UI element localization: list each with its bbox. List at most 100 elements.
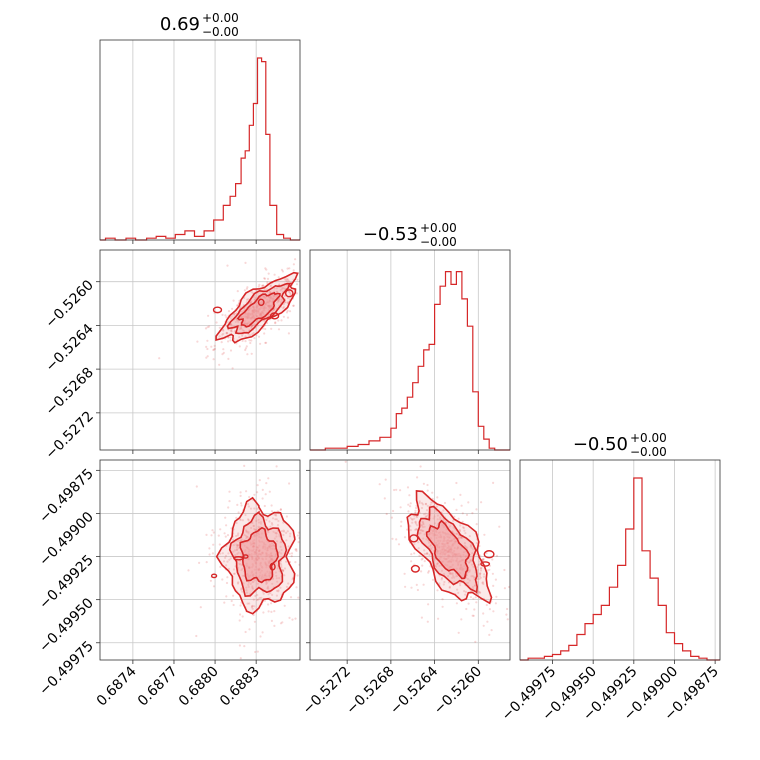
sample-point (158, 357, 161, 360)
sample-point (456, 588, 459, 591)
sample-point (397, 543, 401, 546)
sample-point (225, 595, 228, 598)
sample-point (247, 333, 250, 336)
sample-point (222, 332, 225, 335)
sample-point (218, 543, 221, 546)
x-tick-label: −0.5260 (431, 664, 485, 718)
sample-point (462, 578, 465, 581)
sample-point (506, 618, 509, 621)
sample-point (231, 315, 234, 318)
sample-point (282, 533, 285, 537)
sample-point (431, 501, 434, 504)
sample-point (409, 525, 412, 528)
sample-point (245, 530, 248, 533)
sample-point (278, 297, 281, 301)
sample-point (276, 301, 279, 304)
sample-point (422, 537, 425, 540)
sample-point (279, 622, 283, 625)
sample-point (292, 263, 295, 266)
sample-point (264, 341, 267, 344)
sample-point (235, 543, 238, 546)
sample-point (505, 613, 508, 616)
sample-point (267, 587, 270, 590)
sample-point (477, 563, 480, 567)
sample-point (410, 560, 413, 563)
sample-point (491, 572, 494, 575)
sample-point (463, 544, 466, 547)
sample-point (282, 569, 285, 572)
sample-point (295, 586, 298, 589)
sample-point (416, 476, 419, 479)
sample-point (224, 314, 227, 317)
sample-point (417, 547, 420, 550)
sample-point (284, 278, 287, 282)
sample-point (422, 583, 425, 586)
sample-point (288, 552, 291, 555)
sample-point (465, 513, 469, 517)
sample-point (285, 311, 289, 314)
sample-point (406, 528, 409, 531)
density-contour-island (210, 573, 218, 579)
panel-frame (309, 249, 511, 451)
sample-point (218, 335, 221, 338)
sample-point (245, 586, 248, 589)
sample-point (263, 599, 267, 602)
sample-point (421, 520, 424, 523)
sample-point (399, 506, 402, 509)
sample-point (429, 544, 432, 548)
sample-point (244, 335, 247, 338)
sample-point (279, 300, 282, 303)
sample-point (286, 309, 289, 312)
sample-point (257, 521, 261, 524)
sample-point (413, 552, 416, 555)
sample-point (483, 573, 486, 576)
sample-point (498, 525, 501, 528)
sample-point (420, 529, 423, 532)
sample-point (475, 523, 478, 526)
sample-point (236, 548, 239, 551)
sample-point (222, 348, 225, 351)
sample-point (257, 598, 260, 601)
sample-point (460, 536, 463, 539)
sample-point (224, 554, 228, 557)
sample-point (287, 279, 290, 283)
sample-point (471, 585, 475, 589)
sample-point (474, 596, 477, 599)
sample-point (249, 341, 252, 345)
sample-point (292, 304, 295, 307)
sample-point (250, 325, 253, 328)
sample-point (231, 367, 234, 370)
sample-point (275, 594, 278, 597)
sample-point (436, 589, 439, 592)
sample-point (228, 500, 231, 503)
sample-point (468, 570, 471, 573)
sample-point (488, 608, 491, 611)
sample-point (281, 270, 284, 273)
sample-point (241, 574, 244, 577)
sample-point (524, 593, 526, 595)
sample-point (414, 520, 417, 523)
sample-point (239, 326, 242, 329)
sample-point (278, 535, 281, 538)
sample-point (227, 340, 230, 343)
sample-point (289, 596, 293, 599)
sample-point (459, 536, 463, 539)
sample-point (209, 579, 212, 582)
sample-point (440, 576, 444, 580)
sample-point (270, 602, 273, 605)
sample-point (250, 352, 253, 355)
sample-point (424, 503, 427, 506)
sample-point (254, 528, 257, 531)
sample-point (229, 323, 232, 326)
sample-point (221, 313, 224, 316)
sample-point (488, 633, 491, 637)
histogram-step-line (310, 271, 510, 451)
sample-point (247, 530, 250, 534)
sample-point (272, 308, 275, 312)
sample-point (503, 587, 506, 590)
sample-point (246, 502, 250, 506)
sample-point (221, 552, 224, 555)
sample-point (232, 568, 235, 571)
sample-point (438, 582, 441, 585)
